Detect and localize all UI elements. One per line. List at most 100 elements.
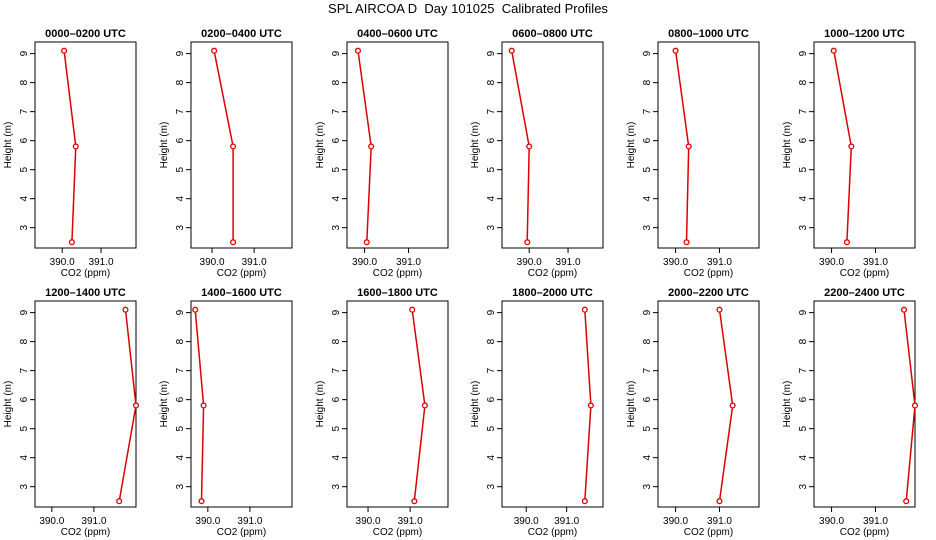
panel-title: 2200–2400 UTC bbox=[824, 287, 905, 299]
y-tick-label: 5 bbox=[486, 166, 497, 172]
y-axis-label: Height (m) bbox=[315, 381, 326, 428]
x-tick-label: 390.0 bbox=[819, 516, 844, 527]
data-point bbox=[192, 306, 199, 313]
y-tick-label: 5 bbox=[19, 425, 30, 431]
y-tick-label: 9 bbox=[486, 309, 497, 315]
x-tick-label: 391.0 bbox=[242, 257, 267, 268]
y-axis-label: Height (m) bbox=[159, 122, 170, 169]
x-tick-label: 390.0 bbox=[195, 516, 220, 527]
data-point bbox=[68, 239, 75, 246]
figure-title: SPL AIRCOA D Day 101025 Calibrated Profi… bbox=[328, 1, 608, 16]
y-tick-label: 3 bbox=[486, 224, 497, 230]
y-tick-label: 8 bbox=[642, 79, 653, 85]
y-tick-label: 8 bbox=[331, 79, 342, 85]
y-tick-label: 6 bbox=[642, 137, 653, 143]
y-tick-label: 9 bbox=[642, 309, 653, 315]
panel-10: 1800–2000 UTC 3 4 5 6 7 8 9 Height (m) 390.0 391.0… bbox=[470, 287, 604, 538]
x-axis-label: CO2 (ppm) bbox=[217, 527, 266, 538]
x-tick-label: 391.0 bbox=[398, 516, 423, 527]
y-axis-label: Height (m) bbox=[626, 381, 637, 428]
x-axis-label: CO2 (ppm) bbox=[61, 268, 110, 279]
panel-frame bbox=[190, 41, 293, 249]
x-tick-label: 390.0 bbox=[352, 257, 377, 268]
panel-frame bbox=[34, 41, 137, 249]
panel-frame bbox=[501, 300, 604, 508]
data-point bbox=[524, 239, 531, 246]
y-tick-label: 6 bbox=[331, 396, 342, 402]
panel-title: 1000–1200 UTC bbox=[824, 28, 905, 40]
y-tick-label: 3 bbox=[642, 224, 653, 230]
data-point bbox=[716, 306, 723, 313]
panel-frame bbox=[34, 300, 137, 508]
y-tick-label: 6 bbox=[175, 396, 186, 402]
y-tick-label: 8 bbox=[19, 79, 30, 85]
y-tick-label: 3 bbox=[798, 483, 809, 489]
data-point bbox=[200, 402, 207, 409]
y-tick-label: 5 bbox=[175, 166, 186, 172]
panel-title: 0800–1000 UTC bbox=[668, 28, 749, 40]
data-point bbox=[211, 47, 218, 54]
data-point bbox=[421, 402, 428, 409]
x-tick-label: 391.0 bbox=[396, 257, 421, 268]
data-point bbox=[363, 239, 370, 246]
data-point bbox=[581, 498, 588, 505]
data-point bbox=[230, 143, 237, 150]
x-tick-label: 390.0 bbox=[50, 257, 75, 268]
panel-9: 1600–1800 UTC 3 4 5 6 7 8 9 Height (m) 390.0 391.0… bbox=[315, 287, 449, 538]
y-tick-label: 7 bbox=[486, 108, 497, 114]
y-tick-label: 6 bbox=[486, 137, 497, 143]
panel-title: 1200–1400 UTC bbox=[45, 287, 126, 299]
data-point bbox=[672, 47, 679, 54]
data-point bbox=[911, 402, 919, 409]
y-tick-label: 3 bbox=[175, 224, 186, 230]
y-tick-label: 9 bbox=[175, 50, 186, 56]
y-tick-label: 6 bbox=[486, 396, 497, 402]
y-tick-label: 9 bbox=[642, 50, 653, 56]
y-tick-label: 6 bbox=[331, 137, 342, 143]
y-tick-label: 6 bbox=[798, 396, 809, 402]
x-tick-label: 391.0 bbox=[554, 516, 579, 527]
y-tick-label: 4 bbox=[486, 454, 497, 460]
data-point bbox=[122, 306, 129, 313]
panel-11: 2000–2200 UTC 3 4 5 6 7 8 9 Height (m) 390.0 391.0… bbox=[626, 287, 760, 538]
panel-frame bbox=[657, 300, 760, 508]
x-axis-label: CO2 (ppm) bbox=[528, 527, 577, 538]
y-tick-label: 4 bbox=[19, 454, 30, 460]
data-point bbox=[230, 239, 237, 246]
y-tick-label: 5 bbox=[331, 425, 342, 431]
panel-title: 1800–2000 UTC bbox=[512, 287, 593, 299]
y-tick-label: 8 bbox=[798, 79, 809, 85]
y-tick-label: 7 bbox=[331, 108, 342, 114]
y-tick-label: 3 bbox=[331, 224, 342, 230]
y-tick-label: 7 bbox=[642, 108, 653, 114]
y-tick-label: 4 bbox=[19, 195, 30, 201]
x-tick-label: 391.0 bbox=[556, 257, 581, 268]
y-tick-label: 8 bbox=[798, 338, 809, 344]
x-axis-label: CO2 (ppm) bbox=[373, 527, 422, 538]
y-tick-label: 8 bbox=[486, 338, 497, 344]
panel-frame bbox=[813, 300, 916, 508]
y-tick-label: 6 bbox=[19, 137, 30, 143]
panel-title: 0400–0600 UTC bbox=[357, 28, 438, 40]
x-tick-label: 391.0 bbox=[863, 516, 888, 527]
y-axis-label: Height (m) bbox=[470, 122, 481, 169]
data-point bbox=[354, 47, 362, 54]
y-tick-label: 8 bbox=[175, 338, 186, 344]
data-point bbox=[581, 306, 588, 313]
y-tick-label: 9 bbox=[798, 309, 809, 315]
y-tick-label: 3 bbox=[642, 483, 653, 489]
data-point bbox=[716, 498, 723, 505]
y-tick-label: 8 bbox=[19, 338, 30, 344]
y-tick-label: 4 bbox=[331, 195, 342, 201]
panel-frame bbox=[346, 300, 449, 508]
y-axis-label: Height (m) bbox=[626, 122, 637, 169]
data-point bbox=[132, 402, 140, 409]
x-axis-label: CO2 (ppm) bbox=[61, 527, 110, 538]
x-tick-label: 391.0 bbox=[863, 257, 888, 268]
x-tick-label: 390.0 bbox=[517, 257, 542, 268]
panel-7: 1200–1400 UTC 3 4 5 6 7 8 9 Height (m) 390.0 391.0… bbox=[3, 287, 140, 538]
y-tick-label: 9 bbox=[19, 50, 30, 56]
panel-frame bbox=[657, 41, 760, 249]
y-tick-label: 6 bbox=[642, 396, 653, 402]
